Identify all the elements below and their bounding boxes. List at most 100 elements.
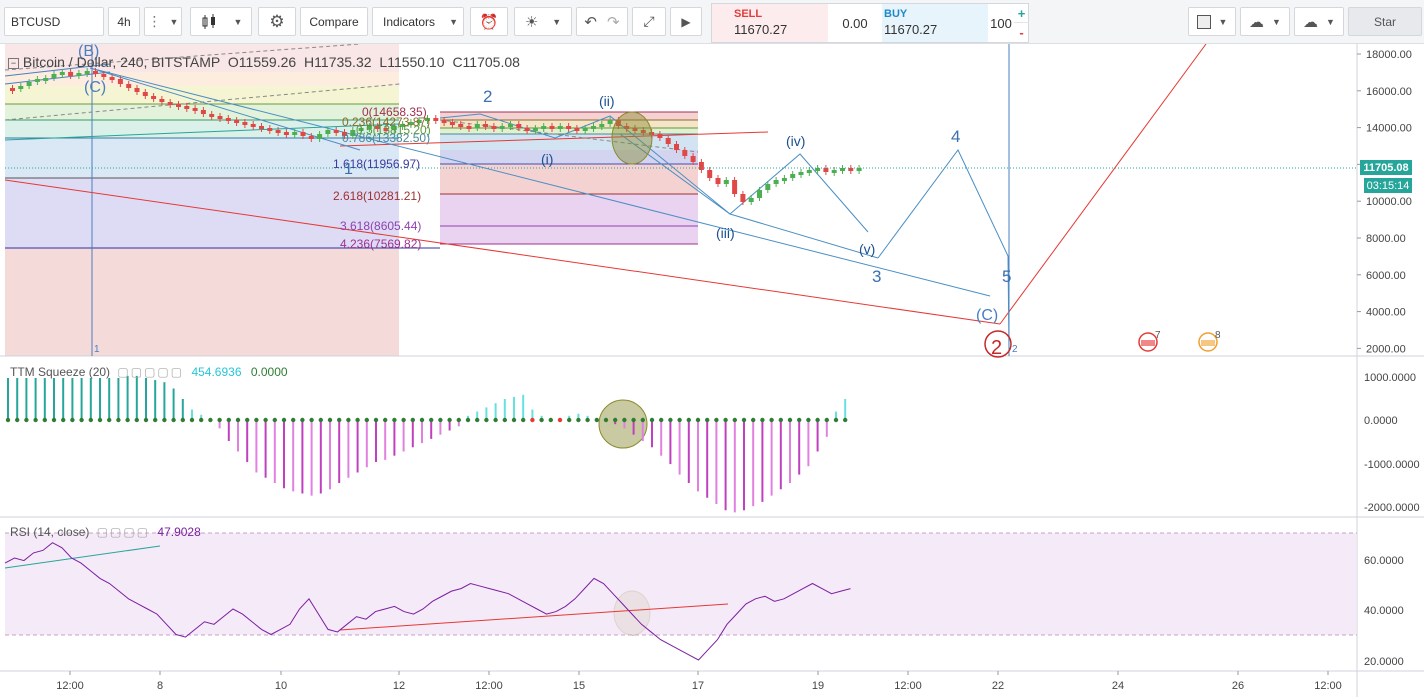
quantity-increase-button[interactable]: + [1014, 4, 1029, 23]
last-price-tag: 11705.08 03:15:14 [1360, 160, 1412, 193]
rsi-band [5, 533, 1357, 635]
chevron-down-icon: ▼ [233, 16, 243, 27]
event-badge[interactable]: 7 [1138, 330, 1161, 352]
candle [441, 120, 447, 123]
candle [657, 134, 663, 138]
rsi-axis[interactable]: 60.0000 40.0000 20.0000 [1364, 555, 1404, 668]
load-layout-button[interactable]: ☁ ▼ [1240, 7, 1290, 36]
price-axis[interactable]: 18000.0016000.0014000.0012000.0010000.00… [1357, 49, 1412, 355]
alarm-clock-icon: ⏰ [479, 13, 499, 31]
wave-label: 4 [951, 127, 960, 146]
chevron-down-icon: ▼ [169, 16, 179, 27]
ttm-dot [300, 417, 305, 423]
indicators-button[interactable]: Indicators ▼ [372, 7, 464, 36]
chevron-down-icon: ▼ [449, 16, 458, 27]
redo-icon[interactable]: ↷ [607, 13, 620, 31]
time-axis[interactable]: 12:00 8 10 12 12:00 15 17 19 12:00 22 24 26 12:00 [56, 671, 1342, 692]
ttm-dot [309, 417, 314, 423]
candle [159, 99, 165, 102]
chart-area[interactable]: 0(14658.35) 0.236(14273.87) 0.5(13815.20) 0… [0, 43, 1424, 697]
fib-level-label: 2.618(10281.21) [333, 189, 421, 203]
play-icon: ▶ [681, 14, 691, 29]
candle [433, 118, 439, 121]
sell-button[interactable]: SELL 11670.27 [712, 4, 828, 42]
chart-type-button[interactable]: ▼ [190, 7, 252, 36]
candle [707, 170, 713, 178]
indicator-controls[interactable]: ▢▢▢▢▢ [117, 365, 185, 379]
buy-label: BUY [884, 8, 908, 20]
candle [416, 120, 422, 123]
ttm-tick-label: -1000.0000 [1364, 459, 1420, 471]
ttm-dot [567, 417, 572, 423]
symbol-search[interactable]: BTCUSD [4, 7, 104, 36]
indicator-controls[interactable]: ▢▢▢▢ [96, 525, 151, 539]
rsi-title: RSI (14, close) [10, 525, 90, 539]
candle [176, 104, 181, 107]
wave-label: (C) [84, 79, 106, 96]
wave-label: (i) [541, 151, 553, 167]
collapse-icon[interactable]: − [8, 58, 19, 69]
ttm-dot [88, 417, 94, 423]
quantity-decrease-button[interactable]: - [1019, 25, 1024, 40]
time-tick-label: 12:00 [56, 680, 84, 692]
candle [425, 118, 430, 121]
interval-button[interactable]: 4h [108, 7, 140, 36]
chevron-down-icon: ▼ [1218, 16, 1228, 27]
candle [225, 118, 231, 121]
candle [715, 178, 721, 184]
quantity-input[interactable]: 100 [990, 15, 1012, 31]
ttm-dot [649, 417, 655, 423]
ttm-value-1: 454.6936 [191, 365, 242, 379]
ttm-dot [410, 417, 415, 423]
wave-label: (C) [976, 307, 998, 324]
ttm-dot [502, 417, 507, 423]
price-tick-label: 6000.00 [1366, 270, 1406, 282]
candle [68, 72, 74, 76]
candle [491, 126, 497, 129]
event-badge[interactable]: 8 [1198, 330, 1221, 352]
ttm-dot [107, 417, 112, 423]
candle [599, 124, 605, 127]
fullscreen-button[interactable]: ⤢ [632, 7, 666, 36]
candle [690, 156, 696, 162]
settings-button[interactable]: ⚙ [258, 7, 296, 36]
candle [234, 120, 240, 123]
layout-button[interactable]: ▼ [1188, 7, 1236, 36]
ttm-dot [603, 417, 609, 423]
candle [790, 174, 796, 178]
ttm-dot [640, 417, 645, 423]
save-layout-button[interactable]: ☁ ▼ [1294, 7, 1344, 36]
candle [300, 132, 306, 136]
ttm-dot [659, 417, 664, 423]
time-tick-label: 12:00 [1314, 680, 1342, 692]
alert-button[interactable]: ⏰ [470, 7, 508, 36]
buy-price: 11670.27 [884, 22, 938, 37]
candle [632, 128, 638, 131]
ttm-axis[interactable]: 1000.0000 0.0000 -1000.0000 -2000.0000 [1364, 372, 1420, 514]
symbol-text: BTCUSD [11, 14, 61, 29]
fib-level-label: 0.236(14273.87) [342, 115, 430, 129]
price-tick-label: 14000.00 [1366, 123, 1412, 135]
ttm-dot [668, 417, 673, 423]
candle [18, 86, 24, 89]
ttm-dot [254, 417, 259, 423]
time-tick-label: 26 [1232, 680, 1244, 692]
chart-canvas[interactable]: 0(14658.35)0.236(14273.87)0.5(13815.20)0… [0, 43, 1424, 697]
ttm-tick-label: 1000.0000 [1364, 372, 1416, 384]
compare-button[interactable]: Compare [300, 7, 368, 36]
candle [574, 128, 580, 131]
template-button[interactable]: ☀ ▼ [514, 7, 572, 36]
candle [26, 82, 32, 86]
candle [76, 73, 82, 76]
ttm-dot [134, 417, 139, 423]
star-button[interactable]: Star [1348, 7, 1422, 36]
price-tick-label: 18000.00 [1366, 49, 1412, 61]
price-tick-label: 8000.00 [1366, 233, 1406, 245]
interval-dropdown[interactable]: ⋮ ▼ [144, 7, 182, 36]
ttm-dot [484, 417, 489, 423]
undo-icon[interactable]: ↶ [584, 13, 597, 31]
buy-button[interactable]: BUY 11670.27 [882, 4, 988, 42]
replay-button[interactable]: ▶ [670, 7, 702, 36]
candle [640, 130, 646, 133]
candle [723, 180, 729, 184]
